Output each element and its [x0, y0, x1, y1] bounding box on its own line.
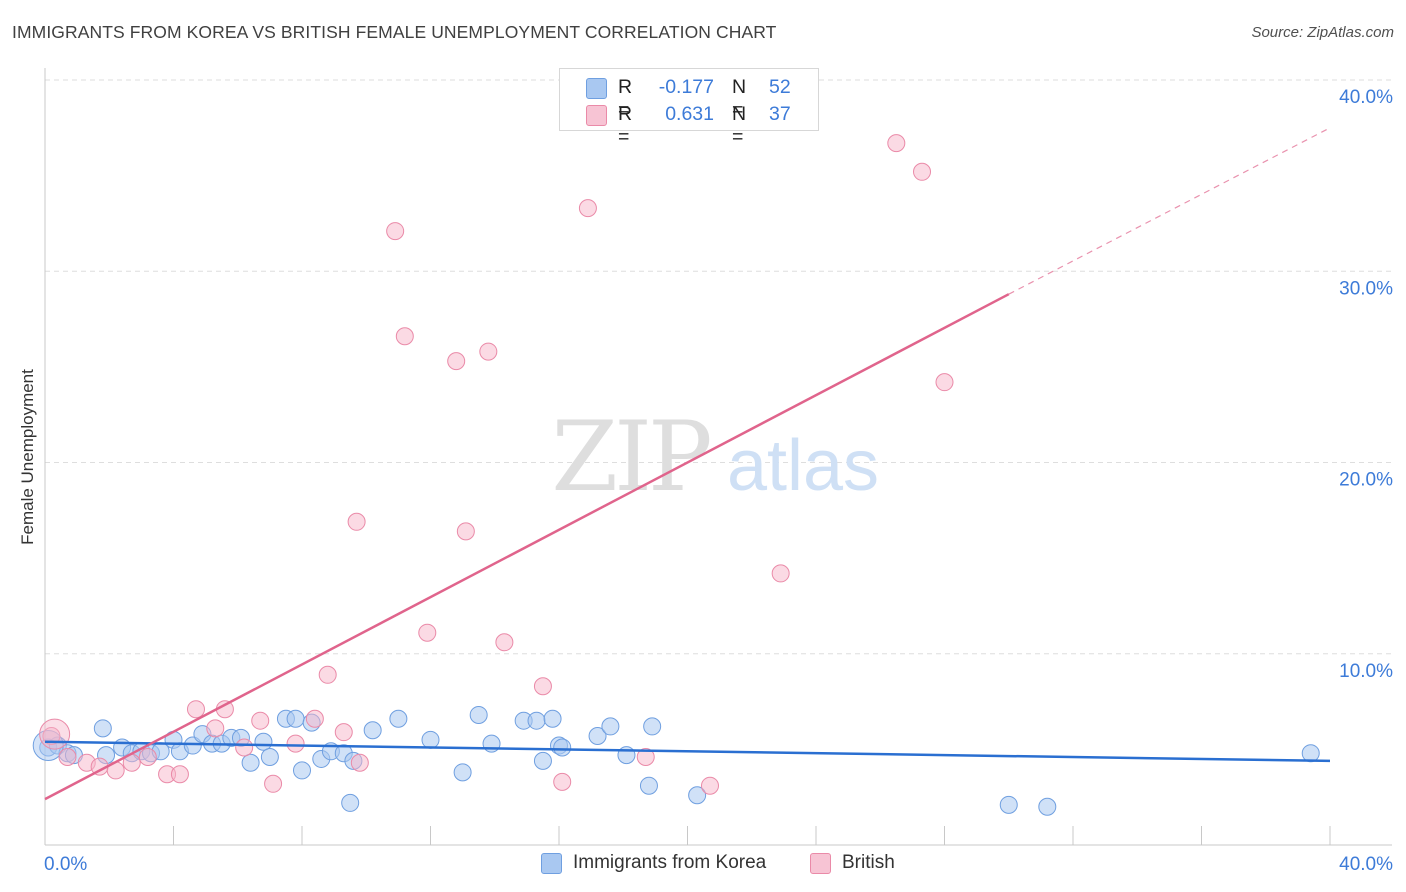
data-point [1301, 744, 1320, 763]
data-point [260, 748, 279, 767]
data-point [389, 709, 408, 728]
data-point [999, 795, 1018, 814]
data-point [183, 736, 202, 755]
data-point [447, 352, 466, 371]
data-point [241, 753, 260, 772]
data-point [771, 564, 790, 583]
data-point [533, 677, 552, 696]
r-label: R = [618, 76, 633, 121]
data-point [887, 134, 906, 153]
axes [44, 68, 1392, 846]
data-point [138, 748, 157, 767]
data-point [469, 705, 488, 724]
data-point [688, 786, 707, 805]
n-value: 52 [769, 76, 791, 98]
watermark-atlas: atlas [727, 426, 879, 506]
data-point [553, 772, 572, 791]
data-point [495, 633, 514, 652]
data-point [421, 730, 440, 749]
data-point [553, 738, 572, 757]
data-point [286, 709, 305, 728]
blue-swatch [541, 853, 562, 874]
data-point [1038, 797, 1057, 816]
data-point [700, 776, 719, 795]
data-point [42, 726, 61, 745]
trend-lines [44, 127, 1331, 801]
data-point [527, 711, 546, 730]
data-point [264, 774, 283, 793]
data-point [254, 732, 273, 751]
y-tick-label: 40.0% [1339, 87, 1393, 108]
data-point [341, 793, 360, 812]
source-credit: Source: ZipAtlas.com [1251, 24, 1394, 41]
data-point [350, 753, 369, 772]
r-label: R = [618, 103, 633, 148]
watermark-zip: ZIP [551, 401, 710, 513]
series-immigrants-from-korea [32, 705, 1320, 816]
y-tick-label: 30.0% [1339, 278, 1393, 299]
trend-line-british [44, 293, 1010, 801]
data-point [639, 776, 658, 795]
y-axis-label: Female Unemployment [18, 369, 37, 545]
data-point [636, 748, 655, 767]
data-point [935, 373, 954, 392]
trend-line-british-extension [1008, 127, 1331, 295]
r-value: 0.631 [665, 103, 714, 125]
data-point [170, 765, 189, 784]
data-point [418, 623, 437, 642]
data-point [186, 700, 205, 719]
legend-label: Immigrants from Korea [573, 852, 767, 873]
trend-line-korea [44, 740, 1331, 763]
data-point [318, 665, 337, 684]
x-tick-label: 40.0% [1339, 854, 1393, 875]
data-point [386, 222, 405, 241]
chart-title: IMMIGRANTS FROM KOREA VS BRITISH FEMALE … [12, 22, 777, 42]
data-point [543, 709, 562, 728]
data-point [578, 199, 597, 218]
r-value: -0.177 [658, 76, 714, 98]
data-point [456, 522, 475, 541]
y-tick-label: 20.0% [1339, 470, 1393, 491]
pink-swatch [586, 105, 607, 126]
data-point [286, 734, 305, 753]
series-legend: Immigrants from Korea British [0, 852, 1406, 878]
data-point [206, 719, 225, 738]
data-point [395, 327, 414, 346]
legend-label: British [842, 852, 895, 873]
data-point [293, 761, 311, 780]
data-point [93, 719, 112, 738]
n-label: N = [732, 103, 747, 148]
data-point [39, 718, 71, 750]
gridlines [45, 79, 1392, 655]
data-point [305, 709, 324, 728]
data-point [251, 711, 270, 730]
tick-labels: 10.0% 20.0% 30.0% 40.0% 0.0% 40.0% [44, 87, 1393, 875]
pink-swatch [810, 853, 831, 874]
data-point [58, 748, 77, 767]
data-point [347, 512, 366, 531]
x-tick-label: 0.0% [44, 854, 87, 875]
data-point [363, 721, 382, 740]
data-point [453, 763, 472, 782]
data-point [533, 751, 552, 770]
data-point [643, 717, 662, 736]
data-point [334, 723, 353, 742]
data-point [479, 342, 498, 361]
n-value: 37 [769, 103, 791, 125]
data-point [601, 717, 620, 736]
watermark: ZIP atlas [551, 401, 879, 513]
y-tick-label: 10.0% [1339, 661, 1393, 682]
blue-swatch [586, 78, 607, 99]
data-point [913, 162, 932, 181]
stats-legend: R = -0.177 N = 52 R = 0.631 N = 37 [559, 68, 819, 148]
data-point [235, 738, 254, 757]
data-point [588, 726, 607, 745]
n-label: N = [732, 76, 747, 121]
